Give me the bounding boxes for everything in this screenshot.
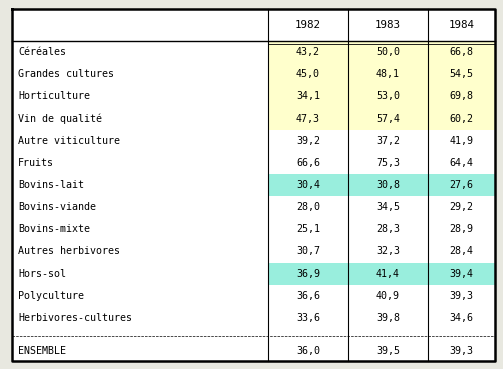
Text: 54,5: 54,5 xyxy=(450,69,473,79)
Text: Horticulture: Horticulture xyxy=(18,92,90,101)
Text: 48,1: 48,1 xyxy=(376,69,400,79)
Bar xyxy=(268,262,348,285)
Text: 43,2: 43,2 xyxy=(296,47,320,57)
Bar xyxy=(428,41,495,63)
Text: Polyculture: Polyculture xyxy=(18,291,84,301)
Bar xyxy=(428,107,495,130)
Bar xyxy=(428,174,495,196)
Text: 32,3: 32,3 xyxy=(376,246,400,256)
Bar xyxy=(348,107,428,130)
Text: Hors-sol: Hors-sol xyxy=(18,269,66,279)
Text: 53,0: 53,0 xyxy=(376,92,400,101)
Bar xyxy=(268,85,348,107)
Text: 30,4: 30,4 xyxy=(296,180,320,190)
Text: Bovins-mixte: Bovins-mixte xyxy=(18,224,90,234)
Text: 39,5: 39,5 xyxy=(376,346,400,356)
Text: 28,0: 28,0 xyxy=(296,202,320,212)
Text: 25,1: 25,1 xyxy=(296,224,320,234)
Text: 57,4: 57,4 xyxy=(376,114,400,124)
Text: Autre viticulture: Autre viticulture xyxy=(18,136,120,146)
Text: 37,2: 37,2 xyxy=(376,136,400,146)
Text: 39,3: 39,3 xyxy=(450,346,473,356)
Text: Autres herbivores: Autres herbivores xyxy=(18,246,120,256)
Bar xyxy=(348,174,428,196)
Text: Grandes cultures: Grandes cultures xyxy=(18,69,114,79)
Bar xyxy=(348,41,428,63)
Text: 64,4: 64,4 xyxy=(450,158,473,168)
Text: 30,8: 30,8 xyxy=(376,180,400,190)
Text: 30,7: 30,7 xyxy=(296,246,320,256)
Text: 75,3: 75,3 xyxy=(376,158,400,168)
Text: 28,4: 28,4 xyxy=(450,246,473,256)
Text: 69,8: 69,8 xyxy=(450,92,473,101)
Text: 33,6: 33,6 xyxy=(296,313,320,323)
Bar xyxy=(348,262,428,285)
Bar xyxy=(268,41,348,63)
Bar xyxy=(428,85,495,107)
Text: 29,2: 29,2 xyxy=(450,202,473,212)
Text: 47,3: 47,3 xyxy=(296,114,320,124)
Text: 36,6: 36,6 xyxy=(296,291,320,301)
Bar xyxy=(428,262,495,285)
Text: 45,0: 45,0 xyxy=(296,69,320,79)
Text: 39,3: 39,3 xyxy=(450,291,473,301)
Text: 50,0: 50,0 xyxy=(376,47,400,57)
Bar xyxy=(268,107,348,130)
Text: 27,6: 27,6 xyxy=(450,180,473,190)
Text: Fruits: Fruits xyxy=(18,158,54,168)
Bar xyxy=(428,63,495,85)
Text: Vin de qualité: Vin de qualité xyxy=(18,113,102,124)
Text: 34,1: 34,1 xyxy=(296,92,320,101)
Text: 66,8: 66,8 xyxy=(450,47,473,57)
Text: 1983: 1983 xyxy=(375,20,401,30)
Text: 28,3: 28,3 xyxy=(376,224,400,234)
Text: 41,9: 41,9 xyxy=(450,136,473,146)
Text: 39,4: 39,4 xyxy=(450,269,473,279)
Text: Bovins-lait: Bovins-lait xyxy=(18,180,84,190)
Text: 39,2: 39,2 xyxy=(296,136,320,146)
Text: Céréales: Céréales xyxy=(18,47,66,57)
Text: 41,4: 41,4 xyxy=(376,269,400,279)
Text: 66,6: 66,6 xyxy=(296,158,320,168)
Text: 1982: 1982 xyxy=(295,20,321,30)
Text: 34,5: 34,5 xyxy=(376,202,400,212)
Text: ENSEMBLE: ENSEMBLE xyxy=(18,346,66,356)
Text: 36,0: 36,0 xyxy=(296,346,320,356)
Text: 36,9: 36,9 xyxy=(296,269,320,279)
Bar xyxy=(268,63,348,85)
Bar xyxy=(348,85,428,107)
Text: 60,2: 60,2 xyxy=(450,114,473,124)
Text: 34,6: 34,6 xyxy=(450,313,473,323)
Text: 39,8: 39,8 xyxy=(376,313,400,323)
Bar xyxy=(348,63,428,85)
Text: 28,9: 28,9 xyxy=(450,224,473,234)
Text: 1984: 1984 xyxy=(449,20,474,30)
Text: 40,9: 40,9 xyxy=(376,291,400,301)
Text: Herbivores-cultures: Herbivores-cultures xyxy=(18,313,132,323)
Bar xyxy=(268,174,348,196)
Text: Bovins-viande: Bovins-viande xyxy=(18,202,96,212)
